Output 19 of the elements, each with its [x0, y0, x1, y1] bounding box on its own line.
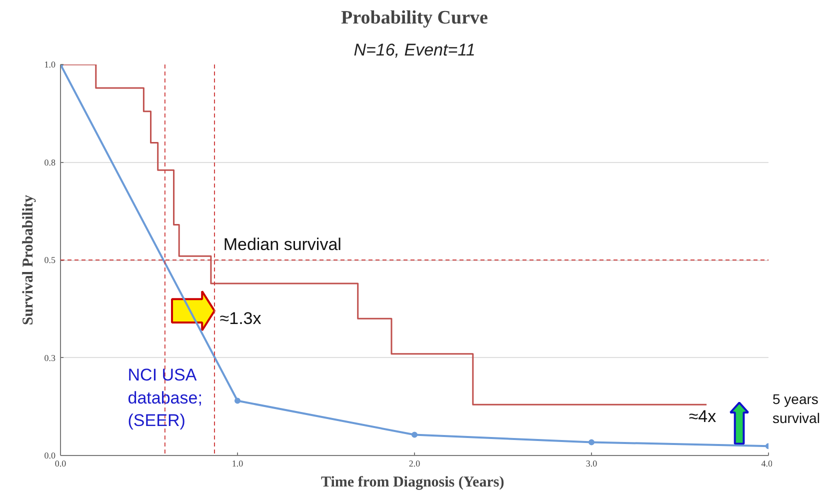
y-tick-label: 0.8 — [44, 157, 56, 168]
x-tick-label: 1.0 — [232, 458, 244, 468]
annotation: ≈1.3x — [220, 309, 262, 328]
y-tick-label: 0.0 — [44, 450, 56, 460]
series-label: NCI USA database; (SEER) — [128, 366, 202, 430]
annotation: ≈4x — [688, 406, 717, 426]
y-tick-label: 1.0 — [44, 60, 56, 70]
y-tick-label: 0.3 — [44, 352, 56, 363]
x-axis-title: Time from Diagnosis (Years) — [321, 474, 504, 490]
ref-line-label: Median survival — [223, 235, 342, 254]
x-tick-label: 4.0 — [761, 458, 773, 468]
text: 5 years survival — [772, 390, 820, 426]
y-tick-label: 0.5 — [44, 255, 56, 265]
chart-title: Probability Curve — [341, 8, 488, 28]
y-axis-title: Survival Probability — [20, 194, 36, 326]
chart-subtitle: N=16, Event=11 — [354, 40, 476, 60]
x-tick-label: 3.0 — [586, 458, 598, 468]
x-tick-label: 2.0 — [408, 458, 421, 468]
x-tick-label: 0.0 — [54, 458, 67, 468]
